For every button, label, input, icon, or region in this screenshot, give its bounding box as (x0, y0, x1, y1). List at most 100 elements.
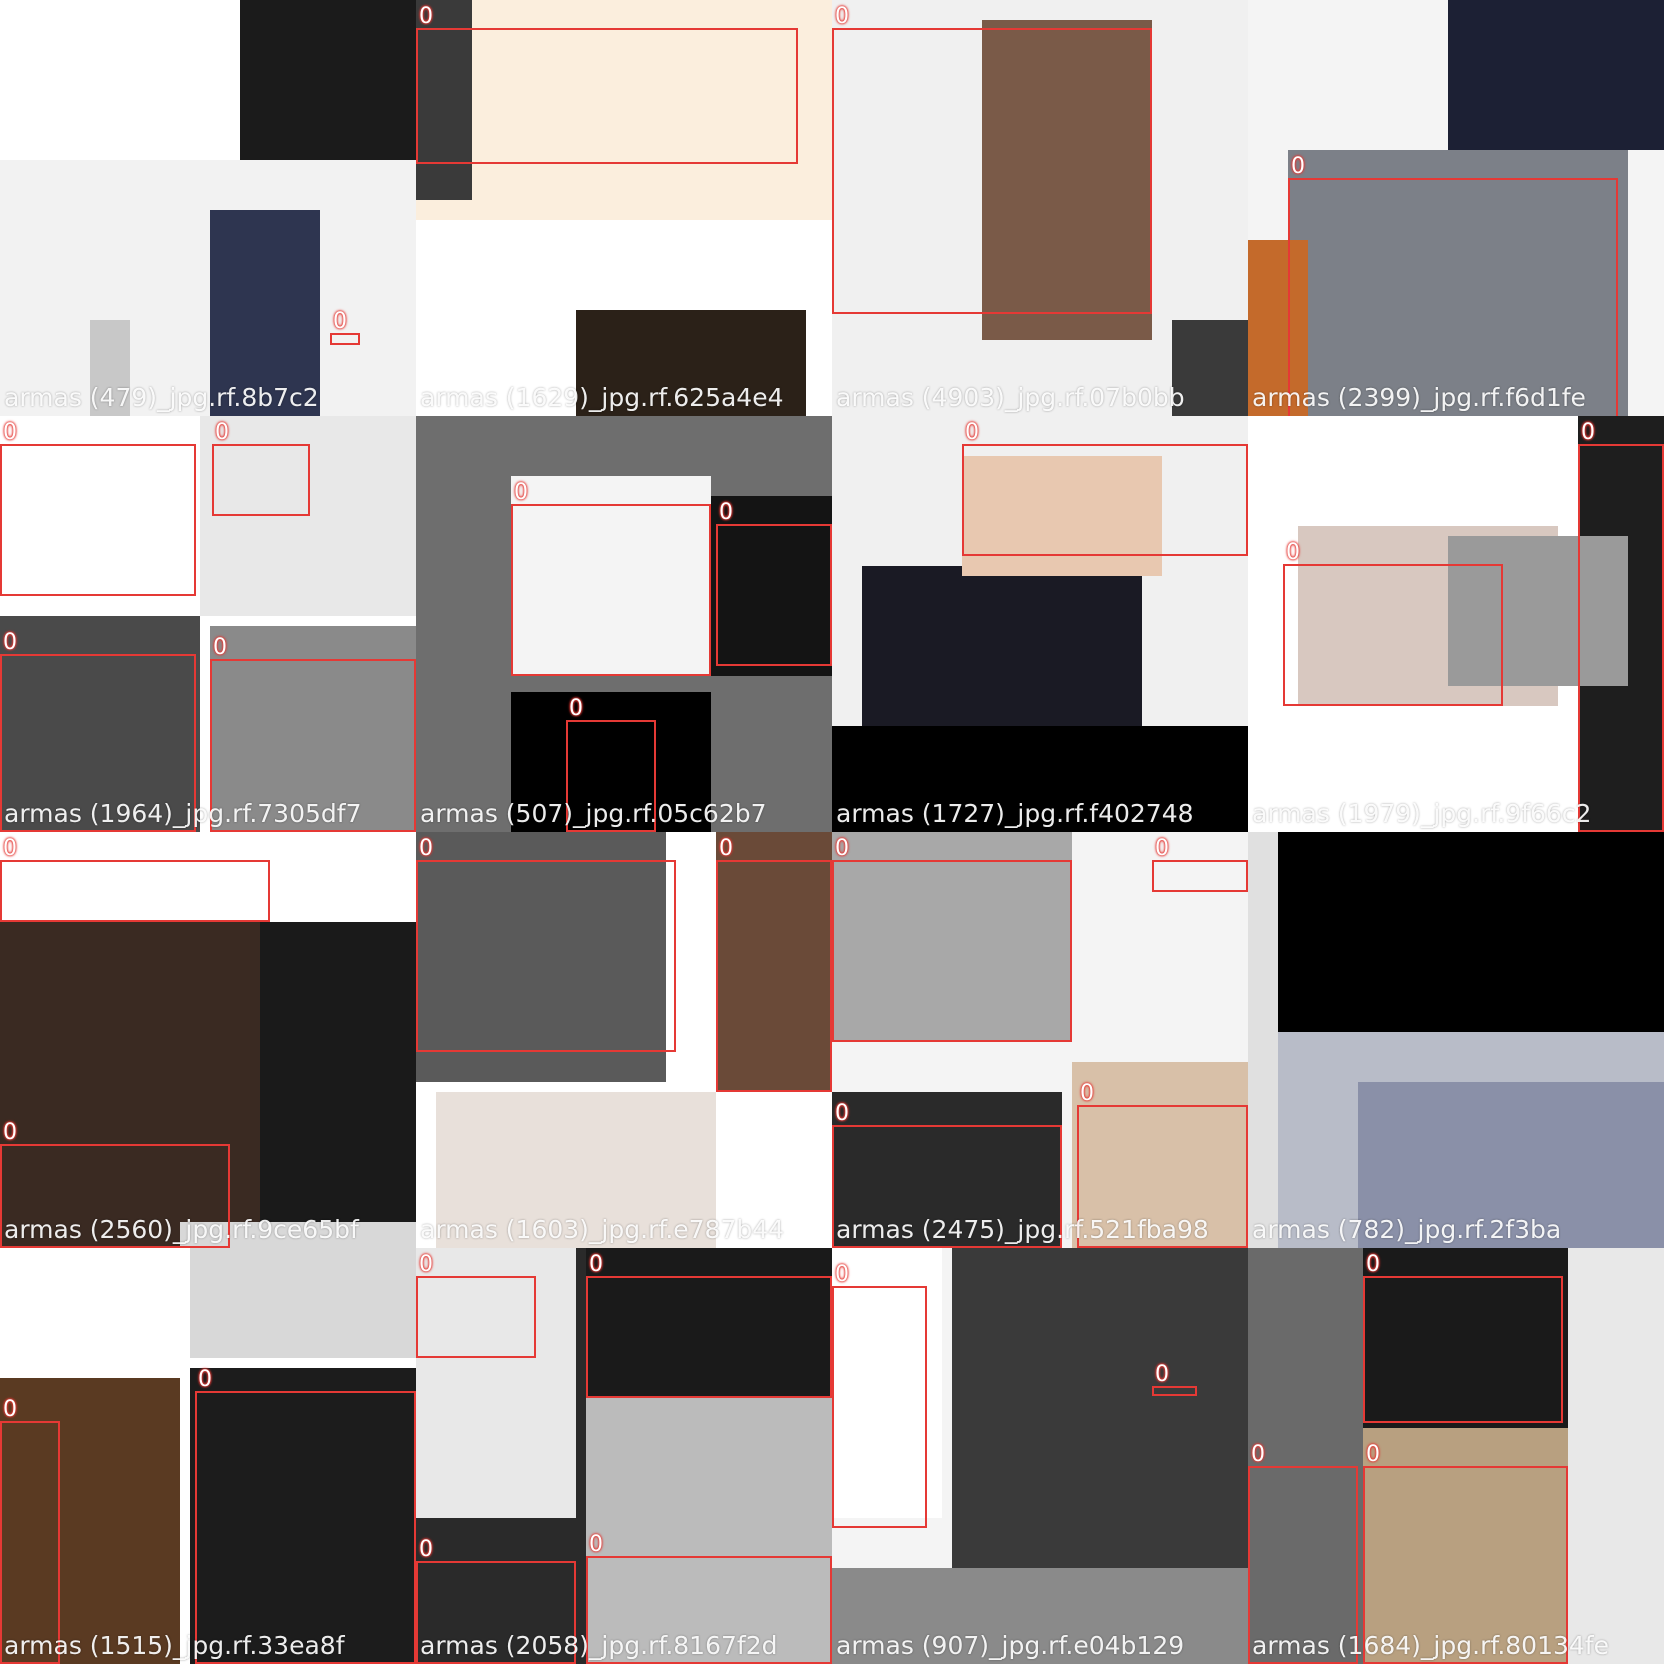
photo-region (1448, 536, 1628, 686)
photo-region (586, 1248, 832, 1398)
photo-region (576, 310, 806, 416)
bounding-box: 0 (832, 1262, 927, 1528)
tile-4: 0 armas (2399)_jpg.rf.f6d1fe (1248, 0, 1664, 416)
tile-16: 0 0 0 armas (1684)_jpg.rf.80134fe (1248, 1248, 1664, 1664)
photo-region (1358, 1082, 1664, 1248)
tile-11: 0 0 0 0 armas (2475)_jpg.rf.521fba98 (832, 832, 1248, 1248)
class-label: 0 (719, 836, 733, 861)
tile-10: 0 0 armas (1603)_jpg.rf.e787b44 (416, 832, 832, 1248)
bounding-box: 0 (1077, 1081, 1248, 1248)
bounding-box: 0 (1578, 420, 1664, 832)
tile-filename: armas (1515)_jpg.rf.33ea8f (4, 1631, 345, 1660)
tile-13: 0 0 armas (1515)_jpg.rf.33ea8f (0, 1248, 416, 1664)
tile-6: 0 0 0 armas (507)_jpg.rf.05c62b7 (416, 416, 832, 832)
tile-15: 0 0 armas (907)_jpg.rf.e04b129 (832, 1248, 1248, 1664)
tile-filename: armas (2399)_jpg.rf.f6d1fe (1252, 383, 1586, 412)
photo-region (1288, 150, 1628, 416)
tile-filename: armas (2475)_jpg.rf.521fba98 (836, 1215, 1209, 1244)
photo-region (511, 476, 711, 676)
bounding-box: 0 (832, 836, 1072, 1042)
class-label: 0 (419, 1252, 433, 1277)
tile-12: armas (782)_jpg.rf.2f3ba (1248, 832, 1664, 1248)
tile-filename: armas (907)_jpg.rf.e04b129 (836, 1631, 1185, 1660)
class-label: 0 (835, 836, 849, 861)
class-label: 0 (1366, 1252, 1380, 1277)
class-label: 0 (419, 1537, 433, 1562)
class-label: 0 (1251, 1442, 1265, 1467)
photo-region (416, 832, 666, 1082)
bounding-box: 0 (416, 836, 676, 1052)
tile-filename: armas (2560)_jpg.rf.9ce65bf (4, 1215, 359, 1244)
class-label: 0 (419, 836, 433, 861)
class-label: 0 (1581, 420, 1595, 445)
class-label: 0 (1291, 154, 1305, 179)
class-label: 0 (719, 500, 733, 525)
photo-region (436, 1092, 716, 1248)
class-label: 0 (589, 1532, 603, 1557)
photo-region (190, 1248, 416, 1358)
photo-region (862, 566, 1142, 726)
tile-filename: armas (4903)_jpg.rf.07b0bb (836, 383, 1185, 412)
bounding-box: 0 (1152, 1362, 1197, 1396)
photo-region (832, 1248, 942, 1518)
bounding-box: 0 (1363, 1442, 1568, 1664)
photo-region (832, 726, 1248, 832)
photo-region (952, 1248, 1248, 1568)
class-label: 0 (589, 1252, 603, 1277)
photo-region (416, 0, 832, 220)
bounding-box: 0 (416, 1252, 536, 1358)
bounding-box: 0 (0, 836, 270, 922)
photo-region (982, 20, 1152, 340)
class-label: 0 (3, 836, 17, 861)
tile-3: 0 armas (4903)_jpg.rf.07b0bb (832, 0, 1248, 416)
bounding-box: 0 (586, 1252, 832, 1398)
photo-region (1448, 0, 1664, 150)
class-label: 0 (514, 480, 528, 505)
class-label: 0 (1366, 1442, 1380, 1467)
class-label: 0 (1155, 836, 1169, 861)
bounding-box: 0 (210, 635, 416, 832)
bounding-box: 0 (0, 420, 196, 596)
photo-region (0, 616, 200, 832)
photo-region (0, 160, 416, 416)
tile-filename: armas (1979)_jpg.rf.9f66c2 (1252, 799, 1592, 828)
class-label: 0 (835, 4, 849, 29)
class-label: 0 (198, 1367, 212, 1392)
photo-region (240, 0, 416, 160)
bounding-box: 0 (832, 4, 1152, 314)
class-label: 0 (419, 4, 433, 29)
photo-region (832, 1568, 1248, 1664)
tile-filename: armas (507)_jpg.rf.05c62b7 (420, 799, 767, 828)
tile-1: 0 armas (479)_jpg.rf.8b7c2 (0, 0, 416, 416)
photo-region (180, 1222, 416, 1248)
tile-5: 0 0 0 0 armas (1964)_jpg.rf.7305df7 (0, 416, 416, 832)
bounding-box: 0 (1363, 1252, 1563, 1423)
bounding-box: 0 (1248, 1442, 1358, 1664)
bounding-box: 0 (0, 630, 196, 832)
class-label: 0 (3, 420, 17, 445)
photo-region (1172, 320, 1248, 416)
tile-14: 0 0 0 0 armas (2058)_jpg.rf.8167f2d (416, 1248, 832, 1664)
photo-region (210, 210, 320, 416)
photo-region (0, 1378, 180, 1664)
photo-region (416, 1248, 576, 1518)
bounding-box: 0 (1283, 540, 1503, 706)
bounding-box: 0 (416, 4, 798, 164)
class-label: 0 (569, 696, 583, 721)
tile-7: 0 armas (1727)_jpg.rf.f402748 (832, 416, 1248, 832)
bounding-box: 0 (716, 500, 832, 666)
photo-region (832, 832, 1072, 1042)
bounding-box: 0 (212, 420, 310, 516)
bounding-box: 0 (1288, 154, 1618, 416)
class-label: 0 (3, 630, 17, 655)
photo-region (0, 922, 260, 1248)
tile-filename: armas (1727)_jpg.rf.f402748 (836, 799, 1194, 828)
bounding-box: 0 (195, 1367, 416, 1664)
photo-region (716, 832, 832, 1092)
photo-region (1568, 1248, 1664, 1664)
photo-region (1248, 240, 1308, 416)
bounding-box: 0 (0, 1120, 230, 1248)
tile-filename: armas (1629)_jpg.rf.625a4e4 (420, 383, 784, 412)
bounding-box: 0 (1152, 836, 1248, 892)
